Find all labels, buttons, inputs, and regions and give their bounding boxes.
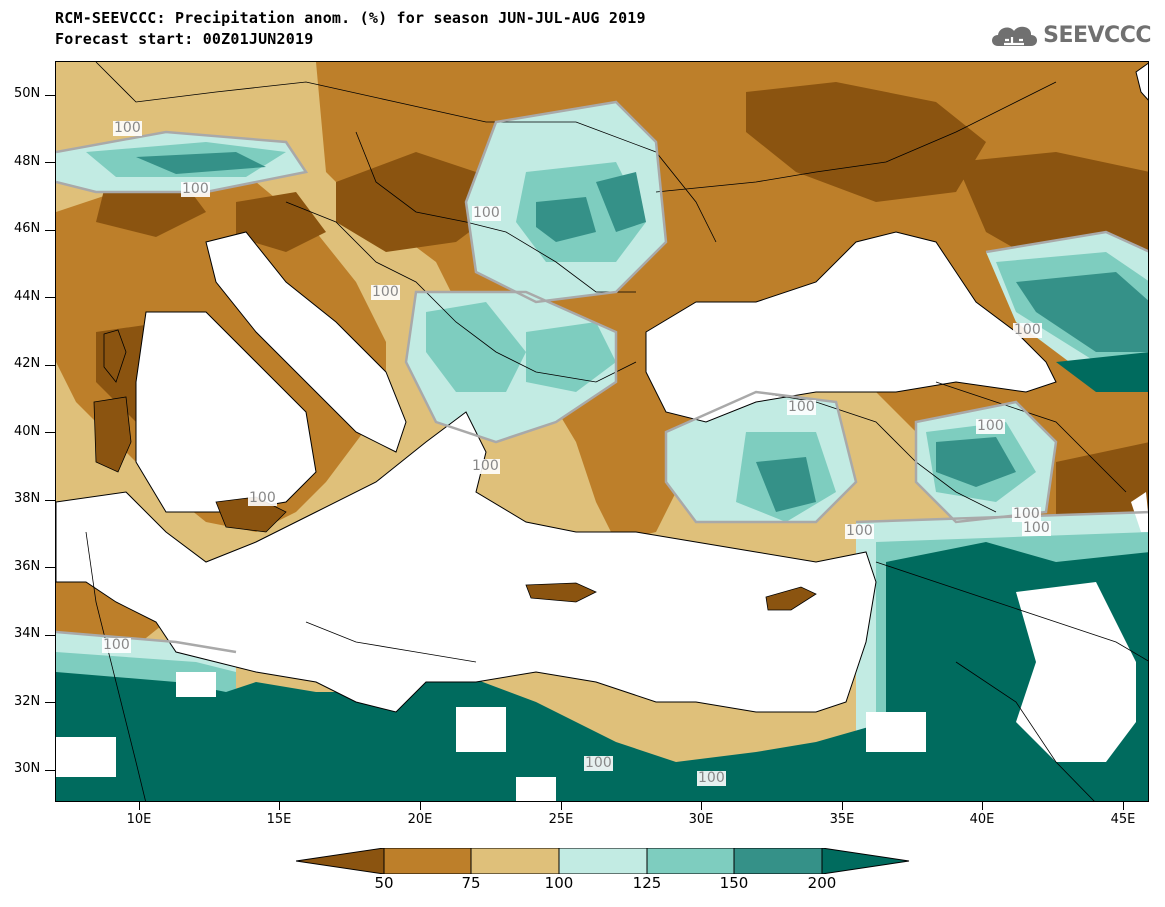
y-tick [45, 432, 55, 433]
x-tick [420, 802, 421, 810]
seas [56, 62, 1148, 713]
contour-label: 100 [113, 120, 142, 136]
y-tick-label: 36N [14, 559, 41, 574]
country-borders [85, 62, 1148, 801]
tyrrhenian-sea [135, 311, 317, 513]
seevccc-logo: SEEVCCC [988, 20, 1151, 50]
y-tick [45, 702, 55, 703]
contour-label: 100 [471, 458, 500, 474]
x-tick [982, 802, 983, 810]
cloud-icon [992, 26, 1038, 46]
colorbar-segment-50-75 [383, 848, 472, 874]
y-tick-label: 42N [14, 356, 41, 371]
mediterranean-sea [56, 411, 877, 713]
colorbar [296, 848, 910, 874]
x-tick-label: 10E [126, 812, 152, 827]
colorbar-label: 50 [374, 874, 394, 892]
y-tick-label: 48N [14, 154, 41, 169]
x-tick-label: 35E [829, 812, 855, 827]
x-tick-label: 30E [688, 812, 714, 827]
contour-label: 100 [248, 490, 277, 506]
x-tick-label: 45E [1110, 812, 1136, 827]
contour-100 [56, 100, 1148, 654]
colorbar-label: 125 [632, 874, 662, 892]
contour-label: 100 [976, 418, 1005, 434]
x-tick-label: 20E [407, 812, 433, 827]
contour-label: 100 [472, 205, 501, 221]
x-tick [701, 802, 702, 810]
colorbar-segment-125-150 [646, 848, 735, 874]
y-tick-label: 46N [14, 221, 41, 236]
y-tick [45, 365, 55, 366]
contour-label: 100 [1013, 322, 1042, 338]
colorbar-label: 200 [807, 874, 837, 892]
y-tick [45, 567, 55, 568]
contour-label: 100 [1022, 520, 1051, 536]
y-tick-label: 32N [14, 694, 41, 709]
caspian-sea-edge [1135, 62, 1148, 101]
colorbar-label: 100 [544, 874, 574, 892]
contour-label: 100 [845, 523, 874, 539]
missing-data-patches [56, 492, 1148, 801]
y-tick-label: 50N [14, 86, 41, 101]
adriatic-sea [205, 231, 407, 453]
x-tick [139, 802, 140, 810]
y-tick-label: 40N [14, 424, 41, 439]
y-tick [45, 162, 55, 163]
y-tick [45, 95, 55, 96]
x-tick-label: 40E [969, 812, 995, 827]
contour-label: 100 [371, 284, 400, 300]
cyprus [765, 586, 817, 611]
x-tick [842, 802, 843, 810]
x-tick [279, 802, 280, 810]
map-title: RCM-SEEVCCC: Precipitation anom. (%) for… [55, 9, 646, 27]
x-tick [561, 802, 562, 810]
colorbar-label: 75 [461, 874, 481, 892]
map-frame [55, 61, 1149, 802]
crete [525, 582, 597, 603]
colorbar-segment-150-200 [733, 848, 823, 874]
logo-text: SEEVCCC [1043, 22, 1151, 48]
contour-label: 100 [102, 637, 131, 653]
title-block: RCM-SEEVCCC: Precipitation anom. (%) for… [55, 8, 646, 50]
colorbar-label: 150 [719, 874, 749, 892]
contour-label: 100 [787, 399, 816, 415]
colorbar-segment-100-125 [558, 848, 648, 874]
colorbar-segment-lt50 [296, 848, 385, 874]
anomaly-map [56, 62, 1148, 801]
very-wet-regions [136, 152, 1148, 512]
y-tick [45, 500, 55, 501]
colorbar-segment-75-100 [470, 848, 560, 874]
x-tick-label: 15E [266, 812, 292, 827]
y-tick-label: 38N [14, 491, 41, 506]
corsica [103, 329, 127, 383]
map-subtitle: Forecast start: 00Z01JUN2019 [55, 30, 314, 48]
colorbar-segment-gt200 [821, 848, 910, 874]
sardinia [93, 396, 132, 473]
y-tick-label: 30N [14, 761, 41, 776]
contour-label: 100 [697, 770, 726, 786]
y-tick [45, 635, 55, 636]
contour-label: 100 [181, 181, 210, 197]
x-tick-label: 25E [548, 812, 574, 827]
contour-label: 100 [584, 755, 613, 771]
x-tick [1123, 802, 1124, 810]
contour-label: 100 [1012, 506, 1041, 522]
y-tick-label: 34N [14, 626, 41, 641]
y-tick-label: 44N [14, 289, 41, 304]
black-sea [645, 231, 1057, 423]
y-tick [45, 770, 55, 771]
y-tick [45, 230, 55, 231]
y-tick [45, 297, 55, 298]
